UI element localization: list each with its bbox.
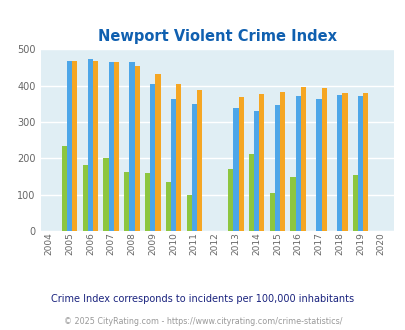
Bar <box>87 59 93 231</box>
Bar <box>321 88 326 231</box>
Bar <box>269 193 274 231</box>
Bar <box>113 62 119 231</box>
Bar <box>83 165 87 231</box>
Bar <box>109 62 113 231</box>
Bar <box>124 172 129 231</box>
Bar <box>62 146 67 231</box>
Bar <box>93 61 98 231</box>
Bar <box>72 61 77 231</box>
Bar <box>362 93 367 231</box>
Bar <box>228 169 233 231</box>
Bar <box>155 74 160 231</box>
Title: Newport Violent Crime Index: Newport Violent Crime Index <box>98 29 336 44</box>
Bar <box>103 158 109 231</box>
Bar <box>134 66 139 231</box>
Bar <box>352 176 357 231</box>
Bar <box>337 94 341 231</box>
Bar <box>341 93 347 231</box>
Bar <box>165 182 171 231</box>
Bar <box>357 96 362 231</box>
Bar <box>238 97 243 231</box>
Bar <box>290 177 295 231</box>
Bar <box>191 104 196 231</box>
Bar <box>233 108 238 231</box>
Bar <box>279 92 285 231</box>
Bar <box>129 62 134 231</box>
Bar <box>150 84 155 231</box>
Bar <box>248 154 254 231</box>
Bar <box>300 86 305 231</box>
Bar <box>259 94 264 231</box>
Bar <box>254 111 259 231</box>
Bar <box>274 105 279 231</box>
Bar <box>145 173 150 231</box>
Bar <box>196 90 202 231</box>
Text: Crime Index corresponds to incidents per 100,000 inhabitants: Crime Index corresponds to incidents per… <box>51 294 354 304</box>
Bar <box>171 99 176 231</box>
Bar <box>176 84 181 231</box>
Bar <box>186 195 191 231</box>
Bar <box>295 96 300 231</box>
Bar <box>315 99 321 231</box>
Text: © 2025 CityRating.com - https://www.cityrating.com/crime-statistics/: © 2025 CityRating.com - https://www.city… <box>64 317 341 326</box>
Bar <box>67 61 72 231</box>
